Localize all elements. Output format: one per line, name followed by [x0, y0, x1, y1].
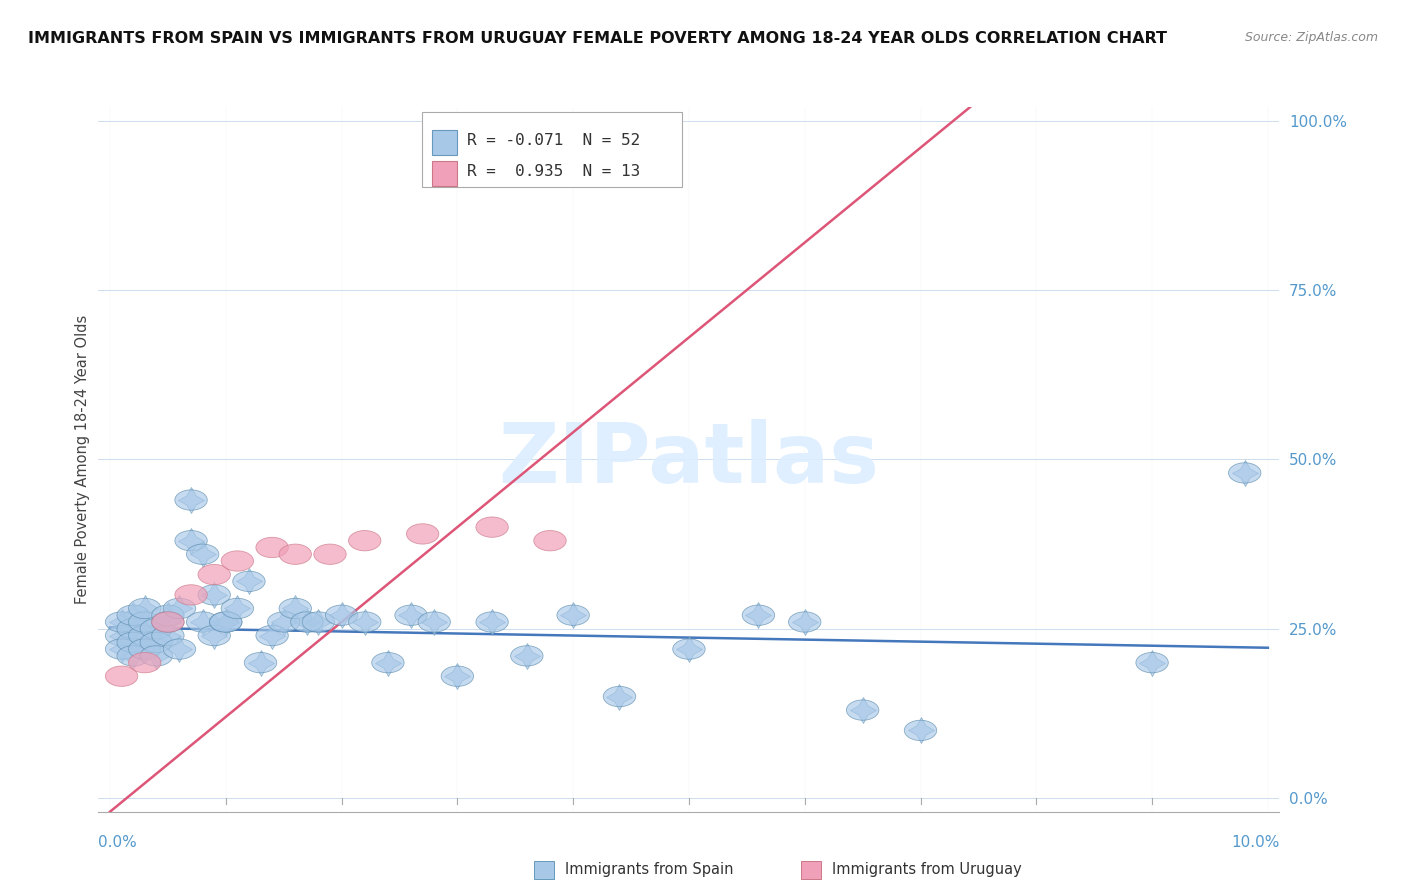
- Point: [747, 608, 769, 623]
- Point: [562, 608, 585, 623]
- Point: [307, 615, 329, 629]
- Point: [180, 493, 202, 508]
- Point: [399, 608, 422, 623]
- Point: [145, 635, 167, 649]
- Point: [481, 615, 503, 629]
- Point: [110, 615, 132, 629]
- Point: [122, 648, 145, 663]
- Point: [122, 608, 145, 623]
- Point: [273, 615, 295, 629]
- Point: [110, 629, 132, 643]
- Point: [156, 608, 179, 623]
- Point: [446, 669, 468, 683]
- Point: [156, 629, 179, 643]
- Text: Immigrants from Spain: Immigrants from Spain: [565, 863, 734, 877]
- Point: [134, 642, 156, 657]
- Point: [169, 642, 191, 657]
- Text: 10.0%: 10.0%: [1232, 836, 1279, 850]
- Point: [1140, 656, 1163, 670]
- Point: [262, 629, 284, 643]
- Text: ZIPatlas: ZIPatlas: [499, 419, 879, 500]
- Point: [678, 642, 700, 657]
- Point: [1233, 466, 1256, 480]
- Y-axis label: Female Poverty Among 18-24 Year Olds: Female Poverty Among 18-24 Year Olds: [75, 315, 90, 604]
- Text: Immigrants from Uruguay: Immigrants from Uruguay: [832, 863, 1022, 877]
- Point: [191, 547, 214, 561]
- Point: [134, 601, 156, 615]
- Point: [295, 615, 318, 629]
- Point: [145, 648, 167, 663]
- Text: R = -0.071  N = 52: R = -0.071 N = 52: [467, 133, 640, 147]
- Point: [910, 723, 932, 738]
- Point: [191, 615, 214, 629]
- Point: [423, 615, 446, 629]
- Point: [249, 656, 271, 670]
- Text: 0.0%: 0.0%: [98, 836, 138, 850]
- Point: [215, 615, 238, 629]
- Point: [516, 648, 538, 663]
- Point: [156, 615, 179, 629]
- Point: [226, 601, 249, 615]
- Point: [134, 615, 156, 629]
- Text: IMMIGRANTS FROM SPAIN VS IMMIGRANTS FROM URUGUAY FEMALE POVERTY AMONG 18-24 YEAR: IMMIGRANTS FROM SPAIN VS IMMIGRANTS FROM…: [28, 31, 1167, 46]
- Point: [110, 642, 132, 657]
- Point: [284, 601, 307, 615]
- Text: R =  0.935  N = 13: R = 0.935 N = 13: [467, 164, 640, 178]
- Point: [202, 588, 225, 602]
- Point: [134, 629, 156, 643]
- Point: [145, 622, 167, 636]
- Point: [215, 615, 238, 629]
- Text: Source: ZipAtlas.com: Source: ZipAtlas.com: [1244, 31, 1378, 45]
- Point: [330, 608, 353, 623]
- Point: [238, 574, 260, 589]
- Point: [180, 533, 202, 548]
- Point: [353, 615, 375, 629]
- Point: [377, 656, 399, 670]
- Point: [122, 635, 145, 649]
- Point: [852, 703, 875, 717]
- Point: [122, 622, 145, 636]
- Point: [202, 629, 225, 643]
- Point: [169, 601, 191, 615]
- Point: [793, 615, 815, 629]
- Point: [609, 690, 631, 704]
